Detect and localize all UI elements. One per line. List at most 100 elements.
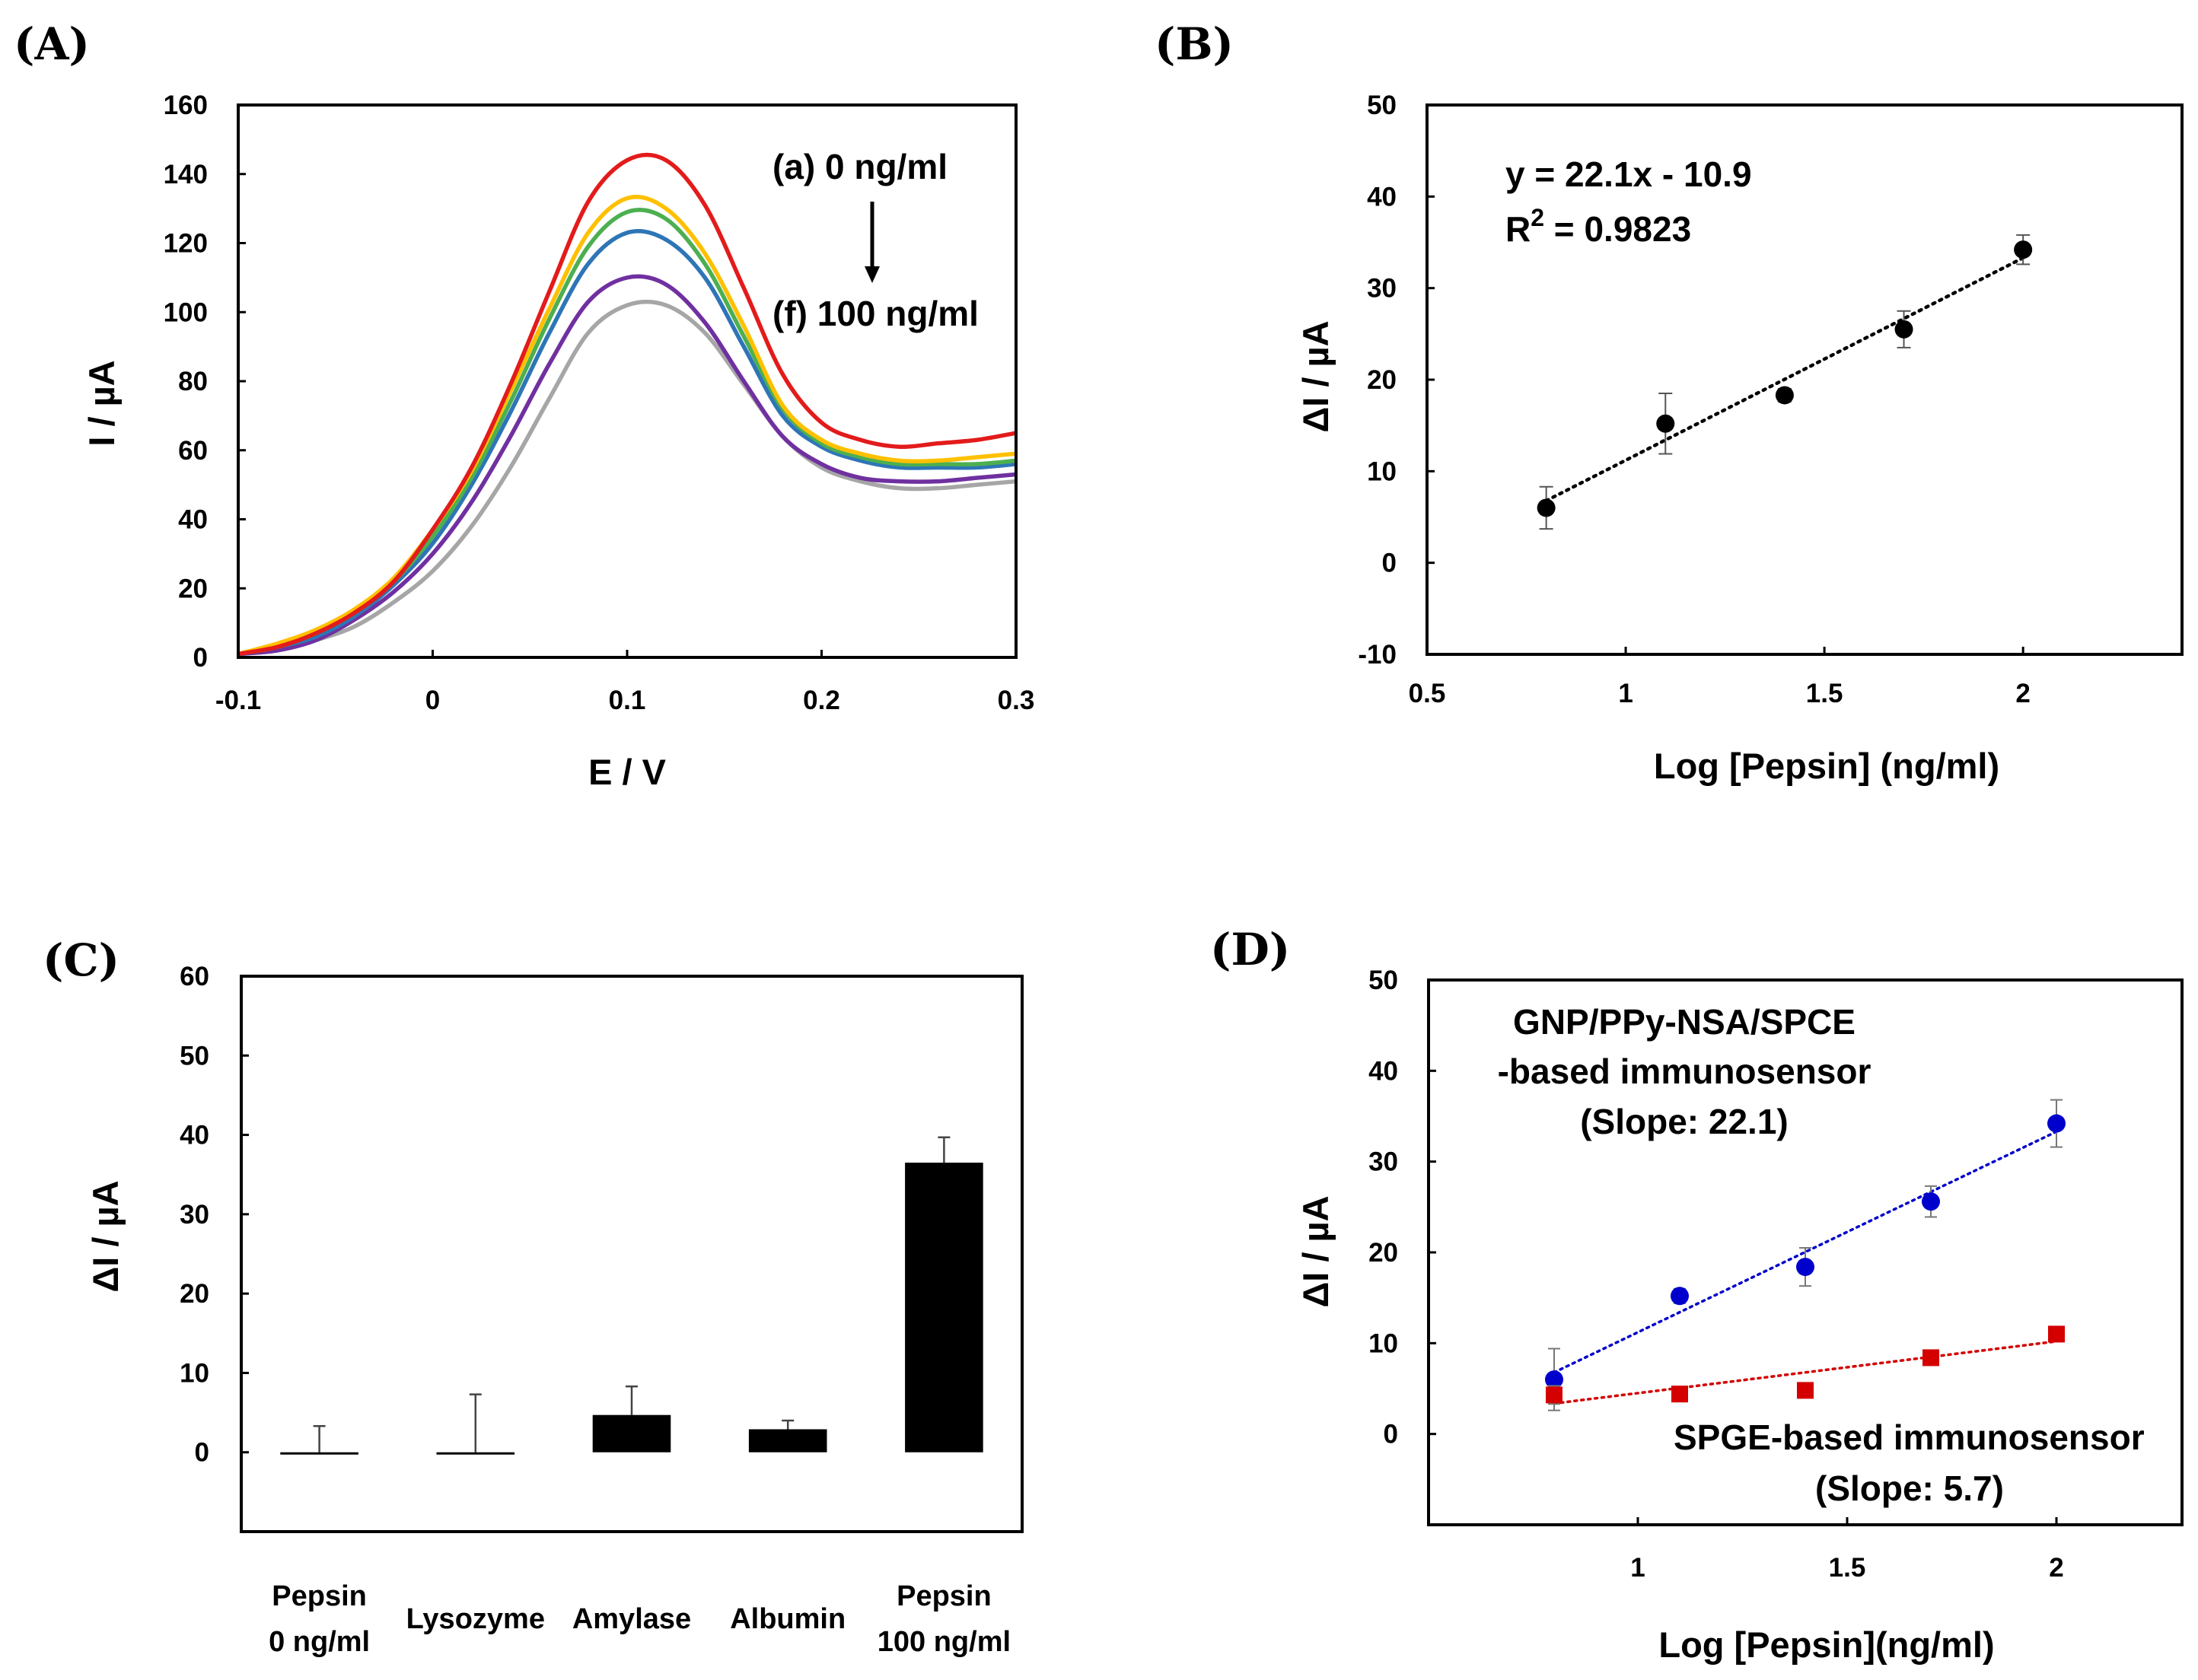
panel-b-y-tick-label: 0 bbox=[1382, 549, 1397, 578]
panel-c-category-label: 0 ng/ml bbox=[269, 1626, 370, 1658]
panel-d-label: (D) bbox=[1210, 924, 1290, 975]
panel-a-y-tick-label: 140 bbox=[164, 160, 208, 189]
panel-d-series-2-name: SPGE-based immunosensor bbox=[1674, 1418, 2145, 1457]
panel-a-y-tick-label: 100 bbox=[164, 298, 208, 327]
panel-a-annotation-bottom: (f) 100 ng/ml bbox=[772, 294, 979, 333]
panel-c-y-tick-label: 40 bbox=[180, 1121, 209, 1150]
panel-d-series-1-point bbox=[1796, 1258, 1814, 1277]
panel-d-y-ticks: 0 10 20 30 40 50 bbox=[1368, 966, 1436, 1449]
panel-b-data-point bbox=[1537, 498, 1556, 517]
panel-b-x-tick-label: 1 bbox=[1618, 679, 1633, 708]
panel-d-y-tick-label: 0 bbox=[1384, 1420, 1398, 1449]
panel-d-data bbox=[1545, 1099, 2066, 1411]
panel-c-y-tick-label: 20 bbox=[180, 1279, 209, 1309]
panel-a-curves bbox=[237, 152, 1017, 657]
panel-b-equation: y = 22.1x - 10.9 bbox=[1505, 154, 1752, 194]
panel-c-bars bbox=[280, 1136, 983, 1455]
panel-d-x-tick-label: 2 bbox=[2049, 1553, 2063, 1583]
panel-d-series-2-point bbox=[1546, 1386, 1562, 1404]
panel-a-x-tick-label: 0.2 bbox=[803, 686, 840, 715]
panel-c-label: (C) bbox=[43, 934, 119, 986]
panel-d-series-1-point bbox=[1671, 1287, 1689, 1306]
panel-c-category-label: Albumin bbox=[730, 1603, 846, 1635]
panel-c-bar bbox=[592, 1414, 671, 1452]
panel-a-x-tick-label: 0 bbox=[425, 686, 440, 715]
panel-c-y-ticks: 0 10 20 30 40 50 60 bbox=[180, 962, 249, 1468]
panel-d-y-tick-label: 40 bbox=[1368, 1056, 1398, 1086]
panel-a-y-tick-label: 120 bbox=[164, 229, 208, 259]
panel-b-data bbox=[1537, 234, 2033, 530]
panel-b-y-tick-label: -10 bbox=[1358, 640, 1397, 670]
panel-a-curve-f bbox=[237, 299, 1017, 657]
panel-c-bar bbox=[436, 1452, 515, 1455]
panel-a-y-tick-label: 0 bbox=[193, 643, 208, 673]
panel-c-y-tick-label: 60 bbox=[180, 962, 209, 991]
panel-c-categories: Pepsin 0 ng/ml Lysozyme Amylase Albumin Pepsi… bbox=[269, 1580, 1011, 1658]
panel-d-y-tick-label: 20 bbox=[1368, 1238, 1398, 1268]
panel-a-x-tick-label: 0.3 bbox=[998, 686, 1035, 715]
panel-d-series-1-name-line-2: -based immunosensor bbox=[1498, 1052, 1871, 1091]
panel-b-r-squared-value: = 0.9823 bbox=[1544, 209, 1691, 249]
panel-d-series-2-point bbox=[2048, 1325, 2065, 1343]
panel-d-x-axis-label: Log [Pepsin](ng/ml) bbox=[1658, 1624, 1994, 1665]
panel-c-category-label: Lysozyme bbox=[406, 1603, 545, 1635]
panel-d-series-1-slope: (Slope: 22.1) bbox=[1580, 1102, 1789, 1141]
panel-d-y-tick-label: 30 bbox=[1368, 1147, 1398, 1177]
panel-b-r-squared: R2 = 0.9823 bbox=[1505, 204, 1691, 249]
panel-d-y-axis-label: ΔI / µA bbox=[1295, 1195, 1336, 1307]
panel-a-x-axis-label: E / V bbox=[588, 752, 667, 792]
panel-d-x-ticks: 1 1.5 2 bbox=[1630, 1517, 2064, 1583]
panel-d-y-tick-label: 10 bbox=[1368, 1328, 1398, 1358]
panel-a-curve-e bbox=[237, 274, 1017, 657]
panel-b-y-tick-label: 40 bbox=[1367, 182, 1397, 212]
panel-b-trendline bbox=[1544, 256, 2025, 503]
panel-c-bar bbox=[280, 1452, 358, 1455]
panel-c-plot-frame bbox=[240, 975, 1024, 1533]
panel-c: (C) 0 10 20 30 40 50 60 Pepsin 0 ng/ml Lysozyme A… bbox=[43, 934, 1024, 1658]
panel-a-arrow-head bbox=[865, 266, 880, 283]
panel-c-y-axis-label: ΔI / µA bbox=[85, 1180, 126, 1292]
panel-b-y-tick-label: 10 bbox=[1367, 457, 1397, 486]
panel-a-x-tick-label: 0.1 bbox=[609, 686, 646, 715]
panel-c-bar bbox=[905, 1163, 983, 1452]
panel-b-data-point bbox=[1775, 386, 1794, 405]
panel-b-y-axis-label: ΔI / µA bbox=[1295, 320, 1336, 432]
panel-a-x-tick-label: -0.1 bbox=[215, 686, 261, 715]
panel-a-y-tick-label: 60 bbox=[178, 436, 208, 466]
panel-b-x-tick-label: 1.5 bbox=[1806, 679, 1843, 708]
panel-b-x-tick-label: 2 bbox=[2015, 679, 2030, 708]
panel-d-series-2-slope: (Slope: 5.7) bbox=[1815, 1468, 2004, 1508]
panel-c-y-tick-label: 50 bbox=[180, 1041, 209, 1071]
panel-b-data-point bbox=[2014, 240, 2033, 259]
panel-d-series-1-name-line-1: GNP/PPy-NSA/SPCE bbox=[1513, 1002, 1856, 1042]
panel-c-y-tick-label: 30 bbox=[180, 1200, 209, 1230]
panel-c-category-label: Pepsin bbox=[897, 1580, 992, 1612]
panel-b-y-ticks: -10 0 10 20 30 40 50 bbox=[1358, 91, 1435, 670]
panel-c-y-tick-label: 0 bbox=[195, 1438, 209, 1468]
panel-a-y-ticks: 0 20 40 60 80 100 120 140 160 bbox=[164, 91, 246, 673]
panel-b-x-ticks: 0.5 1 1.5 2 bbox=[1409, 647, 2031, 708]
panel-b-data-point bbox=[1656, 414, 1675, 433]
panel-a-plot-frame bbox=[237, 103, 1018, 659]
panel-a-annotation-top: (a) 0 ng/ml bbox=[772, 147, 948, 186]
panel-a-curve-a bbox=[237, 152, 1017, 657]
panel-b-y-tick-label: 20 bbox=[1367, 365, 1397, 395]
panel-c-bar bbox=[748, 1429, 827, 1452]
panel-d-series-1-point bbox=[1545, 1370, 1563, 1389]
panel-b-x-tick-label: 0.5 bbox=[1409, 679, 1446, 708]
panel-a-curve-b bbox=[237, 194, 1017, 657]
panel-d-series-1-point bbox=[1922, 1192, 1940, 1211]
panel-b-data-point bbox=[1894, 320, 1913, 339]
panel-a-label: (A) bbox=[14, 18, 90, 70]
panel-b-label: (B) bbox=[1155, 18, 1234, 70]
panel-b-x-axis-label: Log [Pepsin] (ng/ml) bbox=[1654, 746, 1999, 786]
panel-b-y-tick-label: 30 bbox=[1367, 274, 1397, 304]
panel-c-category-label: Amylase bbox=[572, 1603, 691, 1635]
panel-d-series-2-trendline bbox=[1553, 1340, 2058, 1405]
panel-d-x-tick-label: 1 bbox=[1630, 1553, 1645, 1583]
panel-b-r-symbol: R bbox=[1505, 209, 1531, 249]
panel-b: (B) -10 0 10 20 30 40 50 0.5 1 1.5 2 y = 22.1x - … bbox=[1155, 18, 2184, 786]
panel-d-series-2-point bbox=[1797, 1382, 1814, 1399]
